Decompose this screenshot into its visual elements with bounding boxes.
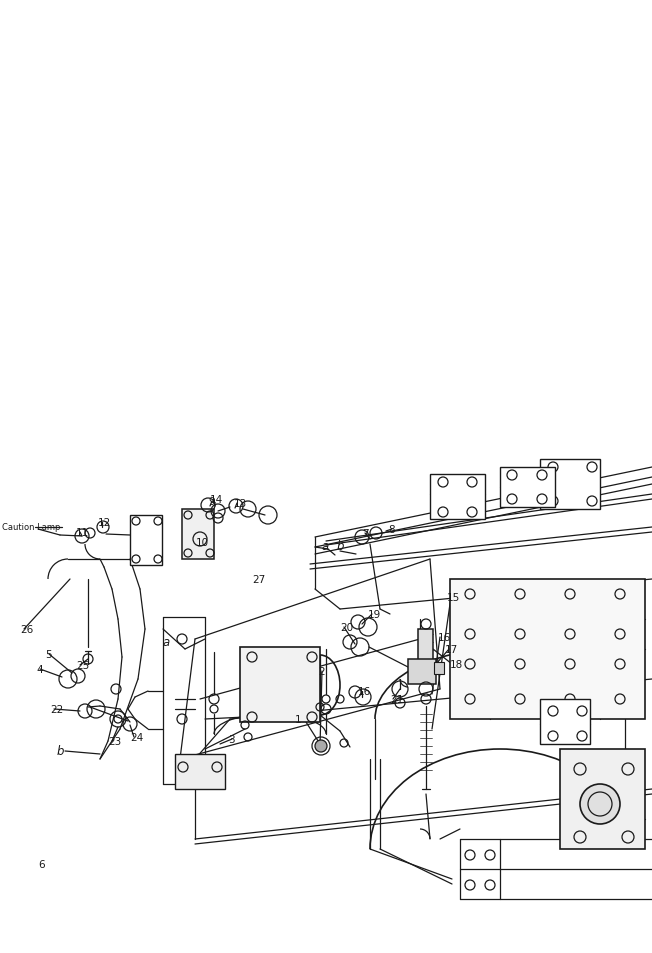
Text: 25: 25 [76, 660, 89, 670]
Text: 22: 22 [50, 704, 63, 714]
Text: 6: 6 [38, 859, 44, 869]
Bar [430, 475, 485, 519]
Bar [500, 468, 555, 507]
Bar [240, 647, 320, 722]
Text: 17: 17 [445, 644, 458, 655]
Text: 7: 7 [362, 529, 368, 538]
Text: 23: 23 [108, 737, 121, 746]
Text: 13: 13 [234, 498, 247, 509]
Bar [540, 459, 600, 510]
Text: 16: 16 [438, 633, 451, 642]
Text: 26: 26 [20, 624, 33, 635]
Bar [540, 700, 590, 744]
Text: 24: 24 [130, 732, 143, 742]
Text: 15: 15 [447, 593, 460, 602]
Text: 12: 12 [98, 517, 111, 527]
Text: a: a [163, 636, 170, 649]
Text: 1: 1 [295, 714, 302, 724]
Bar [182, 510, 214, 559]
Text: 27: 27 [252, 575, 265, 584]
Text: 21: 21 [390, 695, 403, 704]
Bar [418, 629, 433, 675]
Bar [560, 749, 645, 849]
Text: 19: 19 [368, 609, 381, 619]
Bar [175, 754, 225, 789]
Text: b: b [57, 744, 65, 758]
Text: 16: 16 [358, 686, 371, 697]
Text: 5: 5 [45, 649, 52, 659]
Text: 10: 10 [196, 537, 209, 547]
Bar [130, 516, 162, 565]
Text: 11: 11 [76, 527, 89, 537]
Text: 4: 4 [36, 664, 42, 675]
Text: 14: 14 [210, 495, 223, 504]
Text: 20: 20 [340, 622, 353, 633]
Text: a: a [322, 540, 329, 553]
Text: 9: 9 [208, 497, 215, 506]
Circle shape [315, 740, 327, 752]
Circle shape [580, 784, 620, 824]
Text: b: b [337, 540, 344, 553]
Text: 3: 3 [228, 734, 235, 744]
Bar [434, 662, 444, 675]
Bar [408, 659, 436, 684]
Bar [450, 579, 645, 720]
Text: Caution Lamp: Caution Lamp [2, 523, 61, 532]
Text: 8: 8 [388, 524, 394, 535]
Text: 2: 2 [318, 666, 325, 677]
Text: 18: 18 [450, 659, 464, 669]
